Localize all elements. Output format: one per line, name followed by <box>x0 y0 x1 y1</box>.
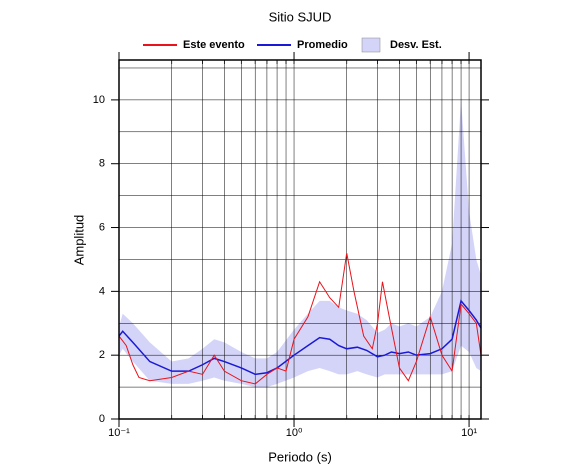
series-line <box>118 299 482 376</box>
x-tick-label: 10¹ <box>461 427 477 439</box>
y-axis-label: Amplitud <box>71 215 86 266</box>
legend-label: Desv. Est. <box>390 39 442 51</box>
y-tick-label: 8 <box>99 158 105 170</box>
std-band <box>119 99 481 388</box>
y-tick-label: 0 <box>99 413 105 425</box>
x-tick-label: 10⁰ <box>286 427 303 439</box>
legend-swatch <box>361 37 381 53</box>
y-tick-label: 6 <box>99 221 105 233</box>
legend-label: Promedio <box>297 39 348 51</box>
y-tick-label: 10 <box>93 94 105 106</box>
x-axis-label: Periodo (s) <box>268 449 332 464</box>
y-tick-label: 4 <box>99 285 105 297</box>
x-tick-label: 10⁻¹ <box>108 427 130 439</box>
legend-label: Este evento <box>183 39 245 51</box>
y-tick-label: 2 <box>99 349 105 361</box>
series-line <box>118 252 482 385</box>
chart-title: Sitio SJUD <box>269 9 332 24</box>
plot-frame <box>118 59 482 420</box>
